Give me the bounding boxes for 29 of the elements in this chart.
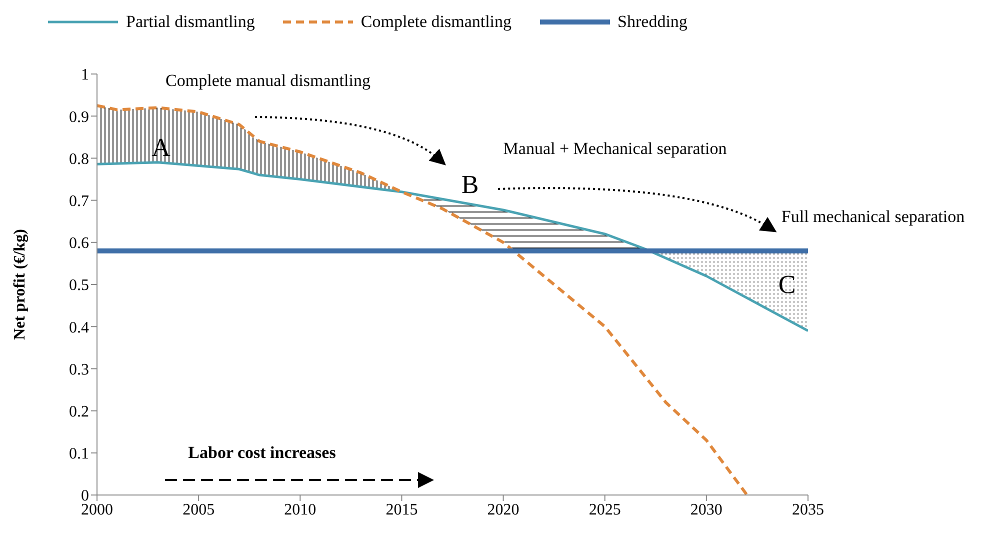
y-tick-label: 0.6 [69,235,89,252]
y-tick-label: 0.3 [69,361,89,378]
line-series [97,161,808,332]
annotation: Full mechanical separation [781,207,966,226]
x-tick-label: 2010 [284,501,316,518]
x-tick-label: 2005 [182,501,215,518]
legend-label: Shredding [616,12,688,32]
x-tick-label: 2035 [792,501,824,518]
y-tick-label: 1 [81,66,89,84]
x-tick-label: 2020 [487,501,520,518]
annotation: Manual + Mechanical separation [503,139,728,158]
legend-label: Complete dismantling [360,12,512,32]
annotation: Complete manual dismantling [166,71,371,90]
y-axis-title: Net profit (€/kg) [12,229,29,340]
y-tick-label: 0.4 [69,319,89,336]
legend-label: Partial dismantling [125,12,255,32]
y-tick-label: 0.1 [69,446,89,463]
y-tick-label: 0.8 [69,150,89,168]
annotation: Labor cost increases [188,443,336,462]
x-tick-label: 2025 [588,501,621,518]
y-tick-label: 0.5 [69,277,89,294]
annotation: B [461,170,479,199]
y-tick-label: 0.7 [69,192,89,210]
annotation: C [778,270,796,299]
line-series [97,104,749,495]
y-tick-label: 0.9 [69,108,89,126]
x-tick-label: 2030 [690,501,722,518]
y-tick-label: 0.2 [69,403,89,420]
x-tick-label: 2015 [386,501,418,518]
